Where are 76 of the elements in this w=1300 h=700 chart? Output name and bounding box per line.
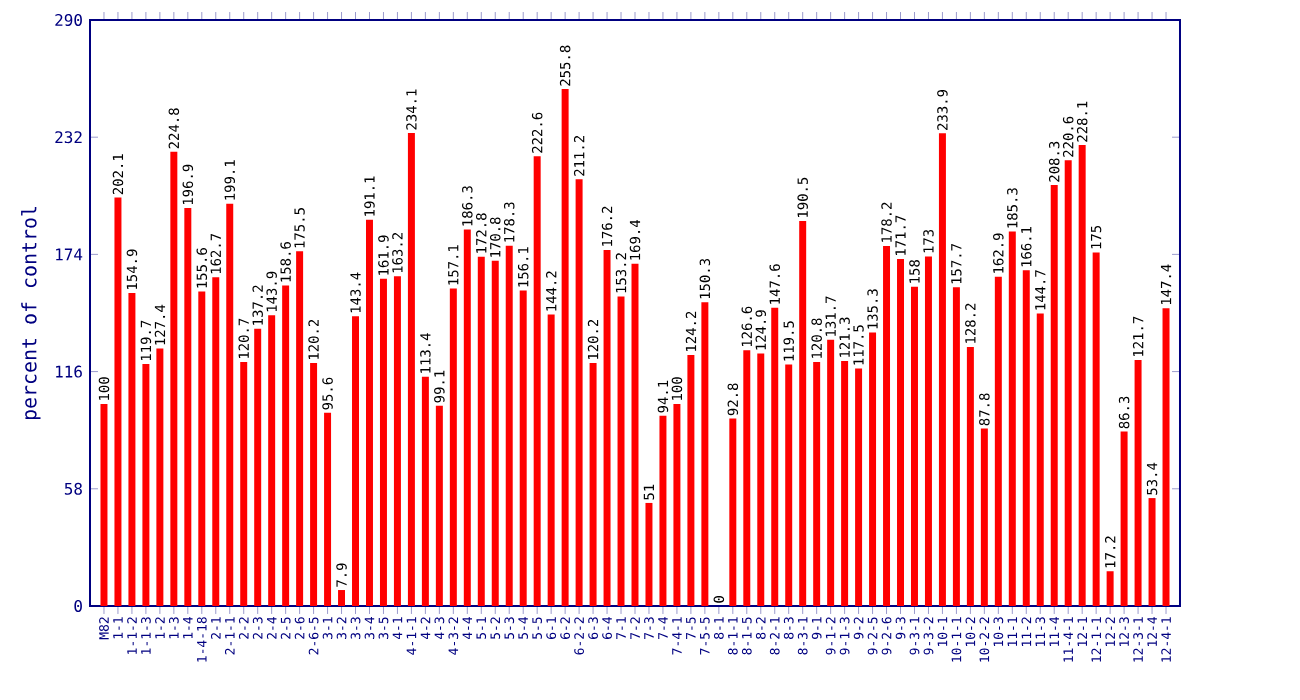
bar	[421, 376, 429, 606]
bar	[1064, 160, 1072, 606]
bar	[393, 276, 401, 606]
bar	[365, 219, 373, 606]
bar	[938, 133, 946, 606]
bar	[449, 288, 457, 606]
bar	[240, 362, 248, 606]
bar	[897, 259, 904, 606]
bar	[156, 348, 164, 606]
bar	[547, 314, 555, 606]
bar	[519, 290, 527, 606]
bar	[226, 203, 234, 606]
bar	[282, 285, 290, 606]
bar	[855, 368, 863, 606]
bar	[170, 151, 178, 606]
bar	[561, 89, 569, 606]
bar	[1078, 145, 1086, 606]
bar	[435, 405, 443, 606]
bar	[254, 328, 262, 606]
bar	[729, 418, 737, 606]
bar	[310, 363, 318, 606]
bar	[1008, 231, 1016, 606]
bar	[673, 403, 681, 606]
bar	[491, 260, 499, 606]
bar	[785, 364, 793, 606]
bar	[198, 291, 206, 606]
bar	[352, 316, 360, 606]
bar	[924, 256, 932, 606]
bar	[617, 296, 625, 606]
bar	[184, 208, 192, 606]
bar	[910, 286, 918, 606]
bar	[575, 179, 583, 606]
bar	[645, 502, 653, 606]
bar	[533, 156, 541, 606]
bar	[100, 403, 108, 606]
bar	[1092, 252, 1100, 606]
bar	[505, 245, 513, 606]
bar	[142, 364, 150, 606]
bar	[1106, 571, 1114, 606]
bar	[813, 361, 821, 606]
bar	[128, 292, 136, 606]
bar	[589, 363, 597, 606]
bar	[1134, 360, 1142, 606]
bar	[980, 428, 988, 606]
bar	[687, 355, 695, 606]
bar	[994, 276, 1002, 606]
bar	[114, 197, 122, 606]
bar	[603, 249, 611, 606]
bar	[338, 590, 346, 606]
bar	[1036, 313, 1044, 606]
bar	[407, 132, 415, 606]
bar	[952, 287, 960, 606]
bar	[966, 346, 974, 606]
bar	[1022, 270, 1030, 606]
bar	[827, 339, 835, 606]
bar	[296, 251, 304, 606]
bar	[379, 278, 387, 606]
bar	[463, 229, 471, 606]
bar	[771, 307, 779, 606]
bar	[268, 315, 276, 606]
bar	[1162, 308, 1170, 606]
bar	[1050, 185, 1058, 606]
bar	[883, 245, 891, 606]
bar	[477, 256, 485, 606]
bar	[869, 332, 877, 606]
y-axis-title: percent of control	[21, 206, 41, 420]
bar	[757, 353, 765, 606]
bar	[659, 415, 667, 606]
bar	[1148, 498, 1156, 606]
bar	[841, 360, 849, 606]
bar	[743, 350, 751, 606]
bar	[212, 277, 220, 606]
bar	[701, 302, 709, 606]
bar	[799, 221, 807, 606]
bar	[324, 412, 332, 606]
bar	[1120, 431, 1128, 606]
